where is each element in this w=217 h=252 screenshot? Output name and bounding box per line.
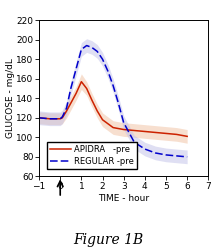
Text: Figure 1B: Figure 1B xyxy=(73,233,144,247)
X-axis label: TIME - hour: TIME - hour xyxy=(98,194,149,203)
Legend: APIDRA   -pre, REGULAR -pre: APIDRA -pre, REGULAR -pre xyxy=(47,142,137,169)
Y-axis label: GLUCOSE - mg/dL: GLUCOSE - mg/dL xyxy=(6,58,15,138)
